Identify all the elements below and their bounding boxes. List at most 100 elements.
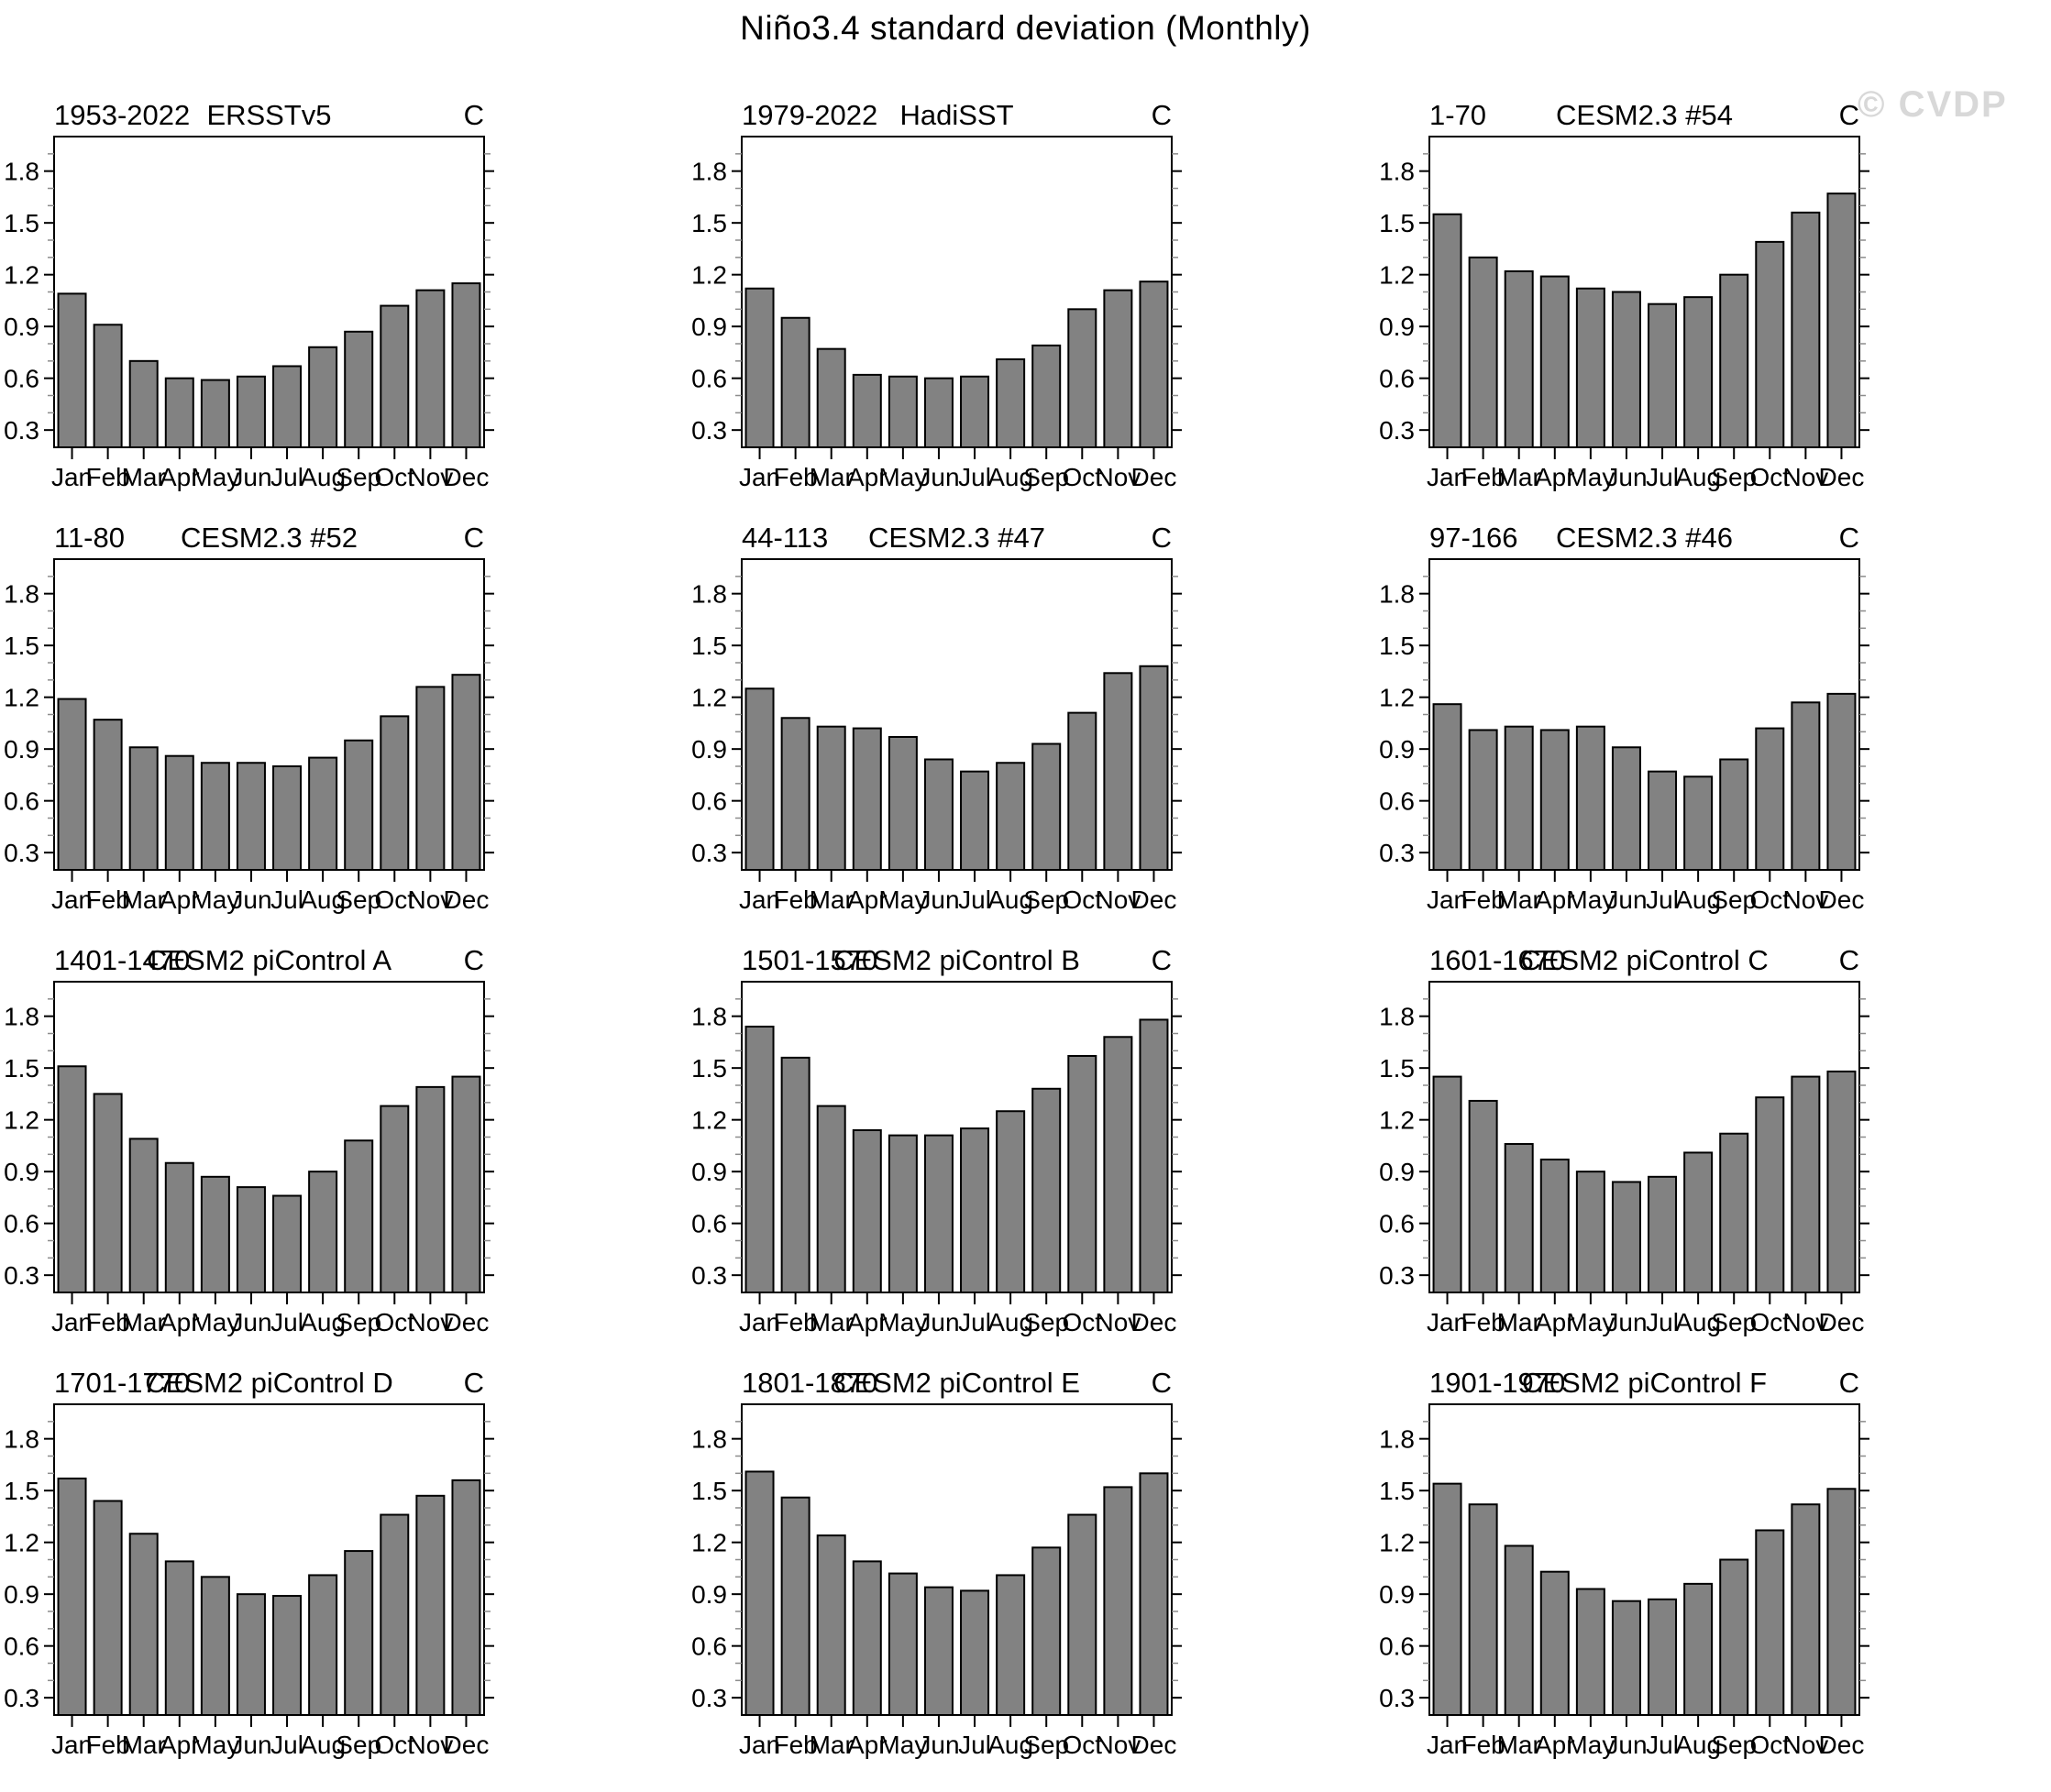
bar-Aug [996, 357, 1026, 449]
y-tick-label: 0.9 [1379, 1580, 1415, 1609]
x-tick-label: May [878, 885, 927, 914]
x-tick-label: Sep [1023, 463, 1069, 491]
bar-Feb [1468, 729, 1498, 871]
x-tick-label: Jul [270, 885, 303, 914]
x-tick-label: Apr [847, 1731, 888, 1759]
x-tick-label: Aug [1675, 1308, 1721, 1336]
y-tick-label: 1.5 [4, 209, 39, 237]
x-tick-label: Aug [987, 885, 1033, 914]
y-tick-label: 0.3 [4, 1684, 39, 1712]
x-tick-label: Jan [739, 1308, 780, 1336]
x-tick-label: Apr [1535, 463, 1575, 491]
panel-unit-label: C [1152, 944, 1172, 976]
bar-Dec [1826, 1070, 1857, 1293]
y-tick-label: 0.6 [4, 365, 39, 393]
bar-Apr [852, 1560, 882, 1716]
bar-Jul [960, 770, 990, 871]
x-tick-label: Feb [1461, 1308, 1505, 1336]
bar-Aug [308, 756, 338, 871]
y-tick-label: 1.2 [1379, 684, 1415, 712]
bar-Jun [923, 377, 954, 449]
bar-May [1575, 1171, 1605, 1294]
x-tick-label: Oct [1750, 463, 1791, 491]
bar-Mar [128, 359, 159, 448]
bar-Mar [816, 725, 846, 871]
bar-Jan [744, 287, 775, 448]
bar-May [200, 762, 230, 872]
panel-period-label: 1701-1770 [54, 1367, 190, 1399]
y-tick-label: 1.2 [4, 261, 39, 290]
bar-Mar [816, 347, 846, 448]
y-tick-label: 1.8 [691, 580, 727, 609]
y-tick-label: 0.6 [1379, 1633, 1415, 1661]
bar-Apr [164, 754, 194, 872]
bar-Jan [744, 1470, 775, 1716]
y-tick-label: 1.2 [1379, 1529, 1415, 1557]
x-tick-label: Nov [407, 1731, 453, 1759]
bar-Aug [1683, 296, 1714, 448]
x-tick-label: Jan [51, 1308, 93, 1336]
bar-Apr [1539, 275, 1570, 448]
x-tick-label: May [878, 463, 927, 491]
x-tick-label: Oct [1063, 1731, 1103, 1759]
bar-Jun [1611, 1600, 1641, 1717]
bar-Nov [415, 686, 446, 871]
y-tick-label: 1.5 [691, 1054, 727, 1083]
x-tick-label: Oct [1063, 463, 1103, 491]
y-tick-label: 1.2 [691, 684, 727, 712]
bar-Jan [57, 698, 87, 871]
panel-title-label: CESM2 piControl F [1522, 1367, 1767, 1399]
x-tick-label: May [191, 1731, 239, 1759]
x-tick-label: Nov [1782, 463, 1828, 491]
x-tick-label: Aug [300, 885, 346, 914]
bar-Mar [1504, 269, 1534, 448]
bar-Aug [1683, 1582, 1714, 1716]
bar-Oct [380, 304, 410, 448]
bar-Feb [1468, 256, 1498, 448]
y-tick-label: 1.5 [4, 632, 39, 660]
panel-unit-label: C [464, 1367, 484, 1399]
bar-Feb [93, 324, 123, 448]
y-tick-label: 0.6 [4, 1633, 39, 1661]
bar-Sep [1719, 1558, 1749, 1716]
bar-Jan [1432, 703, 1462, 871]
x-tick-label: Nov [407, 463, 453, 491]
panel-period-label: 1601-1670 [1429, 944, 1565, 976]
x-tick-label: Sep [336, 1308, 381, 1336]
y-tick-label: 1.5 [1379, 1054, 1415, 1083]
x-tick-label: Mar [1497, 1308, 1541, 1336]
x-tick-label: Dec [1131, 463, 1177, 491]
x-tick-label: Aug [987, 1731, 1033, 1759]
y-tick-label: 0.9 [4, 1158, 39, 1186]
x-tick-label: Jan [739, 885, 780, 914]
chart-panel-4-cesm2-3-52: 11-80 CESM2.3 #52 C 0.3 0.6 0.9 1.2 1.5 1.8 JanFe… [4, 522, 494, 914]
bar-Mar [816, 1105, 846, 1293]
bar-May [1575, 725, 1605, 871]
panel-unit-label: C [1839, 1367, 1859, 1399]
y-tick-label: 1.8 [691, 1003, 727, 1031]
x-tick-label: Aug [987, 463, 1033, 491]
y-tick-label: 0.9 [1379, 313, 1415, 341]
y-tick-label: 1.8 [4, 158, 39, 186]
bar-Sep [1031, 1087, 1062, 1293]
x-tick-label: Jun [918, 885, 959, 914]
chart-panel-1-ersstv5: 1953-2022 ERSSTv5 C 0.3 0.6 0.9 1.2 1.5 1.8 JanFe… [4, 99, 494, 491]
x-tick-label: Jul [270, 463, 303, 491]
x-tick-label: Jun [230, 1731, 271, 1759]
x-tick-label: Nov [1095, 463, 1141, 491]
y-tick-label: 1.8 [1379, 1425, 1415, 1454]
bar-May [888, 375, 918, 448]
bar-Mar [1504, 725, 1534, 871]
y-tick-label: 1.2 [1379, 1106, 1415, 1135]
panel-title-label: CESM2.3 #47 [868, 522, 1045, 554]
bar-Dec [451, 282, 481, 448]
x-tick-label: Feb [774, 1731, 818, 1759]
y-tick-label: 1.5 [1379, 632, 1415, 660]
x-tick-label: Jan [51, 463, 93, 491]
y-tick-label: 1.5 [691, 632, 727, 660]
x-tick-label: Dec [1819, 885, 1865, 914]
